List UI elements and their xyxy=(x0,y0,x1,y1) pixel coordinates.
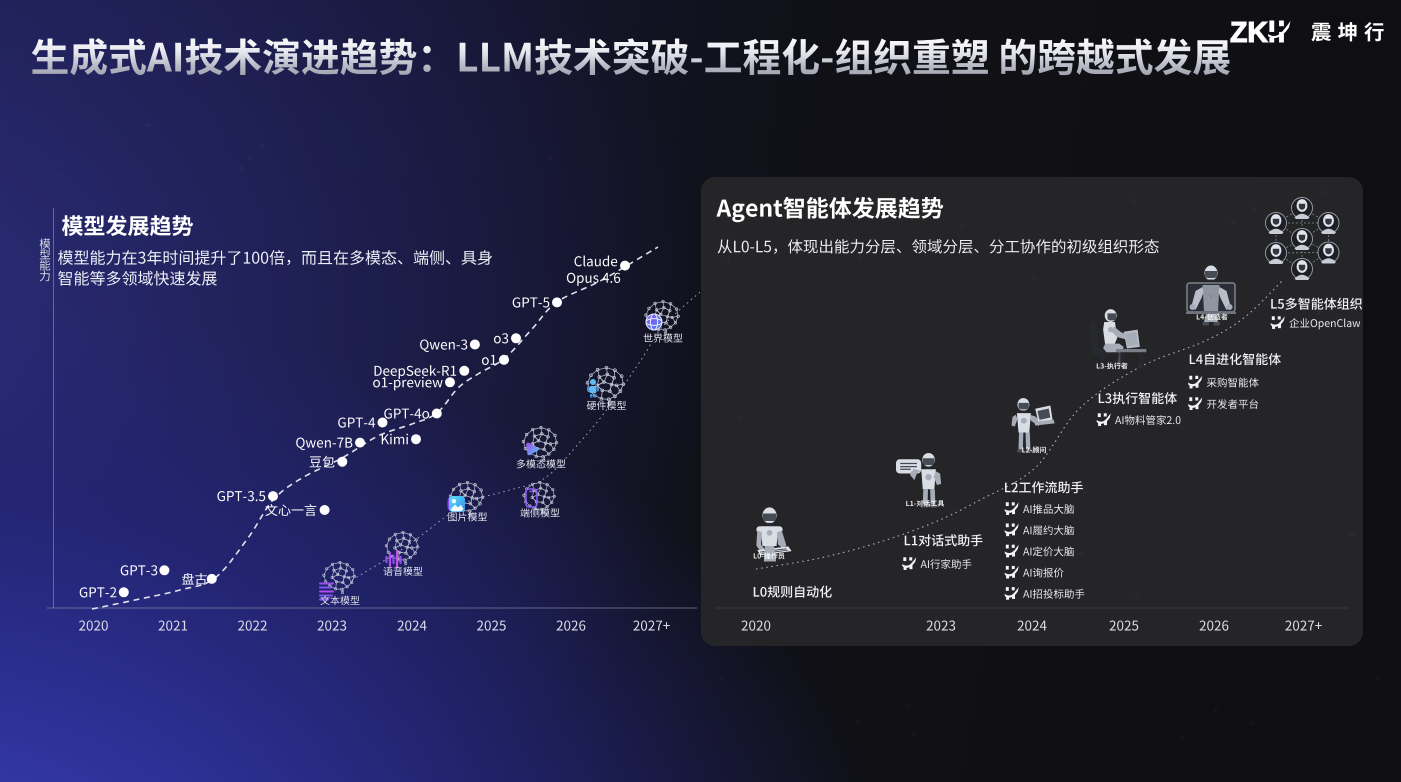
svg-text:ZK: ZK xyxy=(1230,17,1268,49)
